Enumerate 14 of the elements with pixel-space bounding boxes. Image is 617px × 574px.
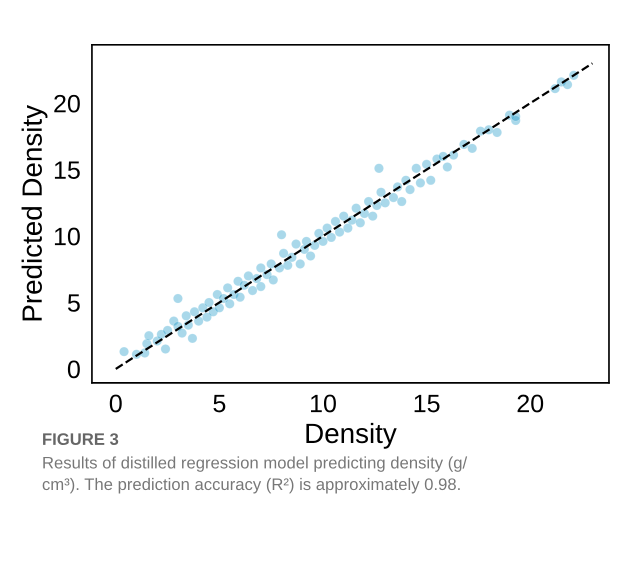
y-tick-label: 10 (54, 228, 80, 246)
x-tick-label: 15 (414, 394, 440, 412)
text: Results of distilled regression model predicting density (g/ cm³). The prediction accuracy (R²) is approximately 0.98. (42, 456, 468, 494)
x-tick-label: 0 (110, 394, 122, 412)
x-tick-label: 10 (311, 394, 336, 412)
caption: FIGURE 3 (43, 433, 118, 446)
y-tick-label: 15 (54, 162, 80, 179)
y-axis-title: Predicted Density (22, 105, 48, 320)
x-tick-label: 5 (213, 394, 226, 412)
x-tick-label: 20 (518, 394, 544, 412)
y-tick-label: 5 (68, 294, 80, 312)
y-tick-label: 20 (54, 94, 80, 113)
y-tick-label: 0 (68, 360, 80, 378)
x-axis-title: Density (306, 422, 397, 449)
